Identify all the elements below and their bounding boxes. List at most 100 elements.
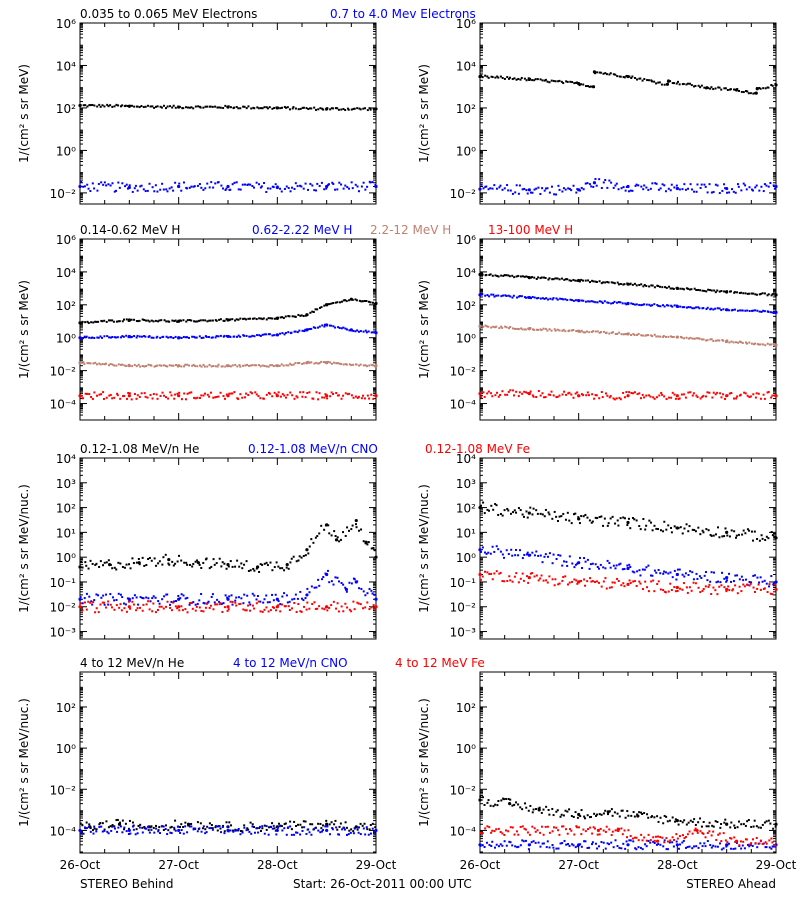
- trace-dot: [537, 579, 540, 582]
- trace-dot: [600, 841, 603, 844]
- trace-dot: [700, 338, 703, 341]
- trace-dot: [253, 317, 256, 320]
- trace-dot: [570, 189, 573, 192]
- trace-dot: [629, 282, 632, 285]
- trace-dot: [674, 590, 677, 593]
- trace-dot: [327, 360, 330, 363]
- trace-dot: [608, 179, 611, 182]
- trace-dot: [93, 391, 96, 394]
- trace-dot: [111, 567, 114, 570]
- data-point: [226, 828, 230, 833]
- trace-dot: [718, 536, 721, 539]
- data-point: [325, 184, 329, 189]
- trace-dot: [566, 299, 569, 302]
- trace-dot: [343, 828, 346, 831]
- trace-dot: [241, 830, 244, 833]
- trace-dot: [552, 297, 555, 300]
- trace-dot: [152, 826, 155, 829]
- data-point: [725, 290, 729, 294]
- data-point: [78, 321, 82, 325]
- trace-dot: [743, 391, 746, 394]
- trace-dot: [723, 183, 726, 186]
- trace-dot: [338, 540, 341, 543]
- trace-dot: [642, 285, 645, 288]
- trace-dot: [555, 810, 558, 813]
- trace-dot: [125, 830, 128, 833]
- trace-dot: [483, 803, 486, 806]
- trace-dot: [543, 396, 546, 399]
- trace-dot: [263, 182, 266, 185]
- trace-dot: [103, 181, 106, 184]
- trace-dot: [694, 582, 697, 585]
- trace-dot: [691, 528, 694, 531]
- trace-dot: [169, 391, 172, 394]
- trace-dot: [504, 325, 507, 328]
- trace-dot: [316, 607, 319, 610]
- trace-dot: [95, 828, 98, 831]
- data-point: [78, 361, 82, 365]
- trace-dot: [160, 364, 163, 367]
- trace-dot: [610, 841, 613, 844]
- trace-dot: [328, 532, 331, 535]
- trace-dot: [125, 610, 128, 613]
- trace-dot: [116, 394, 119, 397]
- trace-dot: [313, 189, 316, 192]
- trace-dot: [612, 397, 615, 400]
- trace-dot: [151, 397, 154, 400]
- trace-dot: [353, 608, 356, 611]
- trace-dot: [105, 320, 108, 323]
- trace-dot: [532, 840, 535, 843]
- trace-dot: [643, 77, 646, 80]
- trace-dot: [768, 343, 771, 346]
- trace-dot: [753, 590, 756, 593]
- trace-dot: [659, 187, 662, 190]
- trace-dot: [308, 545, 311, 548]
- trace-dot: [548, 846, 551, 849]
- trace-dot: [342, 299, 345, 302]
- trace-dot: [278, 364, 281, 367]
- trace-dot: [167, 397, 170, 400]
- trace-dot: [206, 182, 209, 185]
- trace-dot: [338, 833, 341, 836]
- trace-dot: [659, 529, 662, 532]
- trace-dot: [292, 555, 295, 558]
- trace-dot: [196, 602, 199, 605]
- trace-dot: [695, 306, 698, 309]
- trace-dot: [344, 586, 347, 589]
- trace-dot: [760, 310, 763, 313]
- trace-dot: [661, 393, 664, 396]
- trace-dot: [755, 825, 758, 828]
- trace-dot: [501, 514, 504, 517]
- trace-dot: [192, 363, 195, 366]
- trace-dot: [517, 554, 520, 557]
- trace-dot: [720, 290, 723, 293]
- trace-dot: [674, 820, 677, 823]
- trace-dot: [602, 812, 605, 815]
- trace-dot: [89, 190, 92, 193]
- trace-dot: [725, 579, 728, 582]
- trace-dot: [507, 189, 510, 192]
- trace-dot: [572, 844, 575, 847]
- trace-dot: [113, 190, 116, 193]
- trace-dot: [482, 391, 485, 394]
- panel-title-segment: 0.12-1.08 MeV/n He: [80, 442, 199, 456]
- trace-dot: [98, 565, 101, 568]
- trace-dot: [293, 315, 296, 318]
- trace-dot: [527, 848, 530, 851]
- trace-dot: [180, 319, 183, 322]
- trace-dot: [111, 397, 114, 400]
- trace-dot: [622, 186, 625, 189]
- trace-dot: [573, 578, 576, 581]
- trace-dot: [81, 602, 84, 605]
- trace-dot: [348, 392, 351, 395]
- trace-dot: [596, 330, 599, 333]
- trace-dot: [679, 287, 682, 290]
- trace-dot: [584, 85, 587, 88]
- trace-dot: [321, 578, 324, 581]
- trace-dot: [564, 575, 567, 578]
- trace-dot: [296, 185, 299, 188]
- trace-dot: [535, 328, 538, 331]
- trace-dot: [293, 597, 296, 600]
- trace-dot: [523, 77, 526, 80]
- trace-dot: [294, 330, 297, 333]
